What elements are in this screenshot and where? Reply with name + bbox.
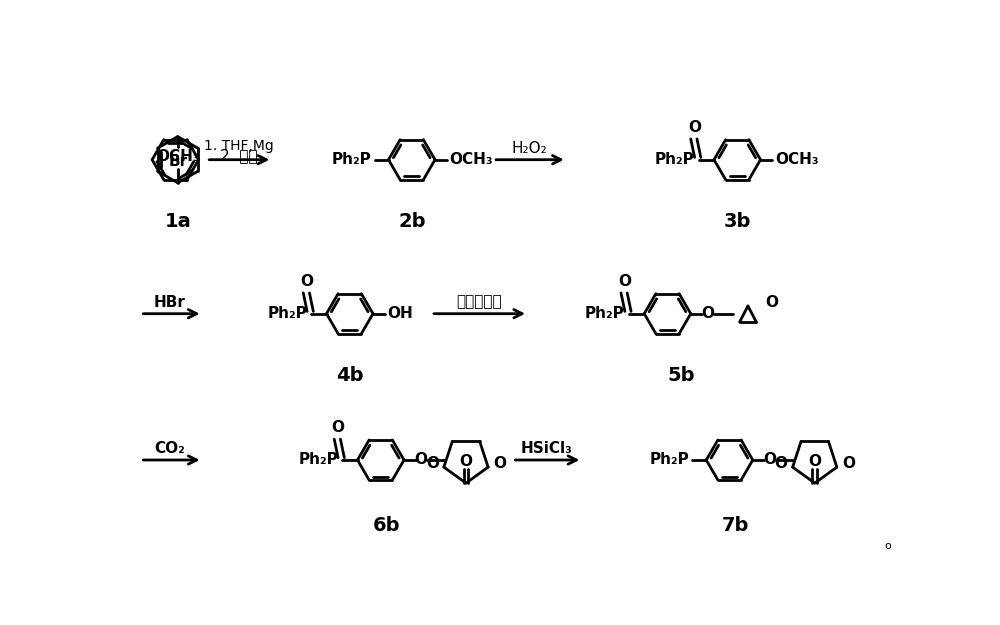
Text: Ph₂P: Ph₂P <box>267 306 307 321</box>
Text: O: O <box>460 454 473 469</box>
Text: Ph₂P: Ph₂P <box>298 452 338 468</box>
Text: OCH₃: OCH₃ <box>156 149 200 164</box>
Text: CO₂: CO₂ <box>155 441 185 456</box>
Text: Ph₂P: Ph₂P <box>655 152 695 168</box>
Text: O: O <box>766 294 779 309</box>
Text: O: O <box>426 456 439 471</box>
Text: O: O <box>701 306 714 321</box>
Text: OCH₃: OCH₃ <box>450 152 493 168</box>
Text: O: O <box>301 274 314 289</box>
Text: 5b: 5b <box>668 366 695 385</box>
Text: Ph₂P: Ph₂P <box>585 306 625 321</box>
Text: 6b: 6b <box>373 516 401 535</box>
Text: o: o <box>884 541 891 551</box>
Text: 2. 磷源: 2. 磷源 <box>220 148 258 163</box>
Text: O: O <box>688 120 701 135</box>
Text: O: O <box>808 454 821 469</box>
Text: Ph₂P: Ph₂P <box>332 152 371 168</box>
Text: O: O <box>763 452 776 468</box>
Text: HSiCl₃: HSiCl₃ <box>521 441 573 456</box>
Text: 3b: 3b <box>724 212 751 231</box>
Text: 1a: 1a <box>164 212 191 231</box>
Text: O: O <box>332 420 345 435</box>
Text: O: O <box>415 452 428 468</box>
Text: O: O <box>493 456 506 471</box>
Text: HBr: HBr <box>154 294 186 309</box>
Text: O: O <box>842 456 855 471</box>
Text: O: O <box>775 456 788 471</box>
Text: 2b: 2b <box>398 212 426 231</box>
Text: 1. THF,Mg: 1. THF,Mg <box>204 139 274 153</box>
Text: 4b: 4b <box>336 366 364 385</box>
Text: OCH₃: OCH₃ <box>775 152 819 168</box>
Text: O: O <box>618 274 631 289</box>
Text: H₂O₂: H₂O₂ <box>512 141 547 156</box>
Text: 环氧氯丙烷: 环氧氯丙烷 <box>456 294 502 309</box>
Text: Br: Br <box>168 154 187 169</box>
Text: Ph₂P: Ph₂P <box>649 452 689 468</box>
Text: OH: OH <box>388 306 413 321</box>
Text: 7b: 7b <box>722 516 749 535</box>
